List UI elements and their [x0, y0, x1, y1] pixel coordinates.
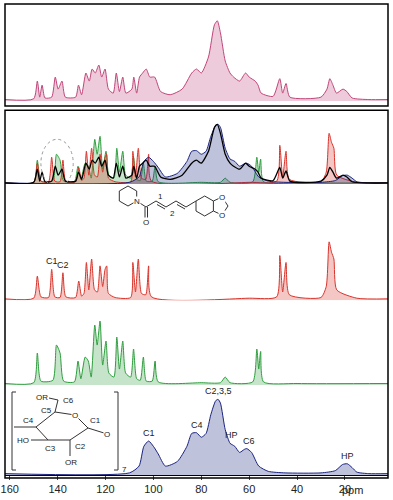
svg-text:140: 140	[48, 483, 66, 495]
svg-text:HP: HP	[225, 430, 238, 440]
svg-text:C1: C1	[90, 416, 101, 425]
svg-text:160: 160	[1, 483, 19, 495]
svg-text:N: N	[134, 197, 140, 206]
svg-text:20: 20	[339, 483, 351, 495]
svg-text:C1: C1	[46, 256, 58, 266]
svg-text:HO: HO	[17, 436, 29, 445]
svg-text:C2,3,5: C2,3,5	[205, 386, 232, 396]
svg-text:C3: C3	[45, 444, 56, 453]
svg-text:7: 7	[122, 465, 127, 474]
svg-text:40: 40	[291, 483, 303, 495]
svg-text:C6: C6	[63, 396, 74, 405]
svg-text:100: 100	[144, 483, 162, 495]
svg-text:O: O	[104, 430, 110, 439]
svg-text:80: 80	[195, 483, 207, 495]
svg-text:2: 2	[170, 209, 175, 218]
svg-text:O: O	[219, 211, 225, 220]
svg-text:OR: OR	[65, 458, 77, 467]
svg-text:C4: C4	[23, 416, 34, 425]
svg-text:ppm: ppm	[342, 484, 363, 496]
svg-text:C2: C2	[75, 442, 86, 451]
svg-text:60: 60	[243, 483, 255, 495]
svg-text:O: O	[219, 193, 225, 202]
svg-text:OR: OR	[36, 393, 48, 402]
svg-text:O: O	[72, 411, 78, 420]
svg-text:C1: C1	[143, 428, 155, 438]
svg-text:C2: C2	[57, 260, 69, 270]
svg-text:C6: C6	[243, 436, 255, 446]
svg-text:120: 120	[96, 483, 114, 495]
svg-text:O: O	[143, 218, 149, 227]
svg-text:C5: C5	[41, 406, 52, 415]
svg-text:C4: C4	[191, 420, 203, 430]
svg-text:HP: HP	[341, 451, 354, 461]
svg-text:1: 1	[158, 192, 163, 201]
